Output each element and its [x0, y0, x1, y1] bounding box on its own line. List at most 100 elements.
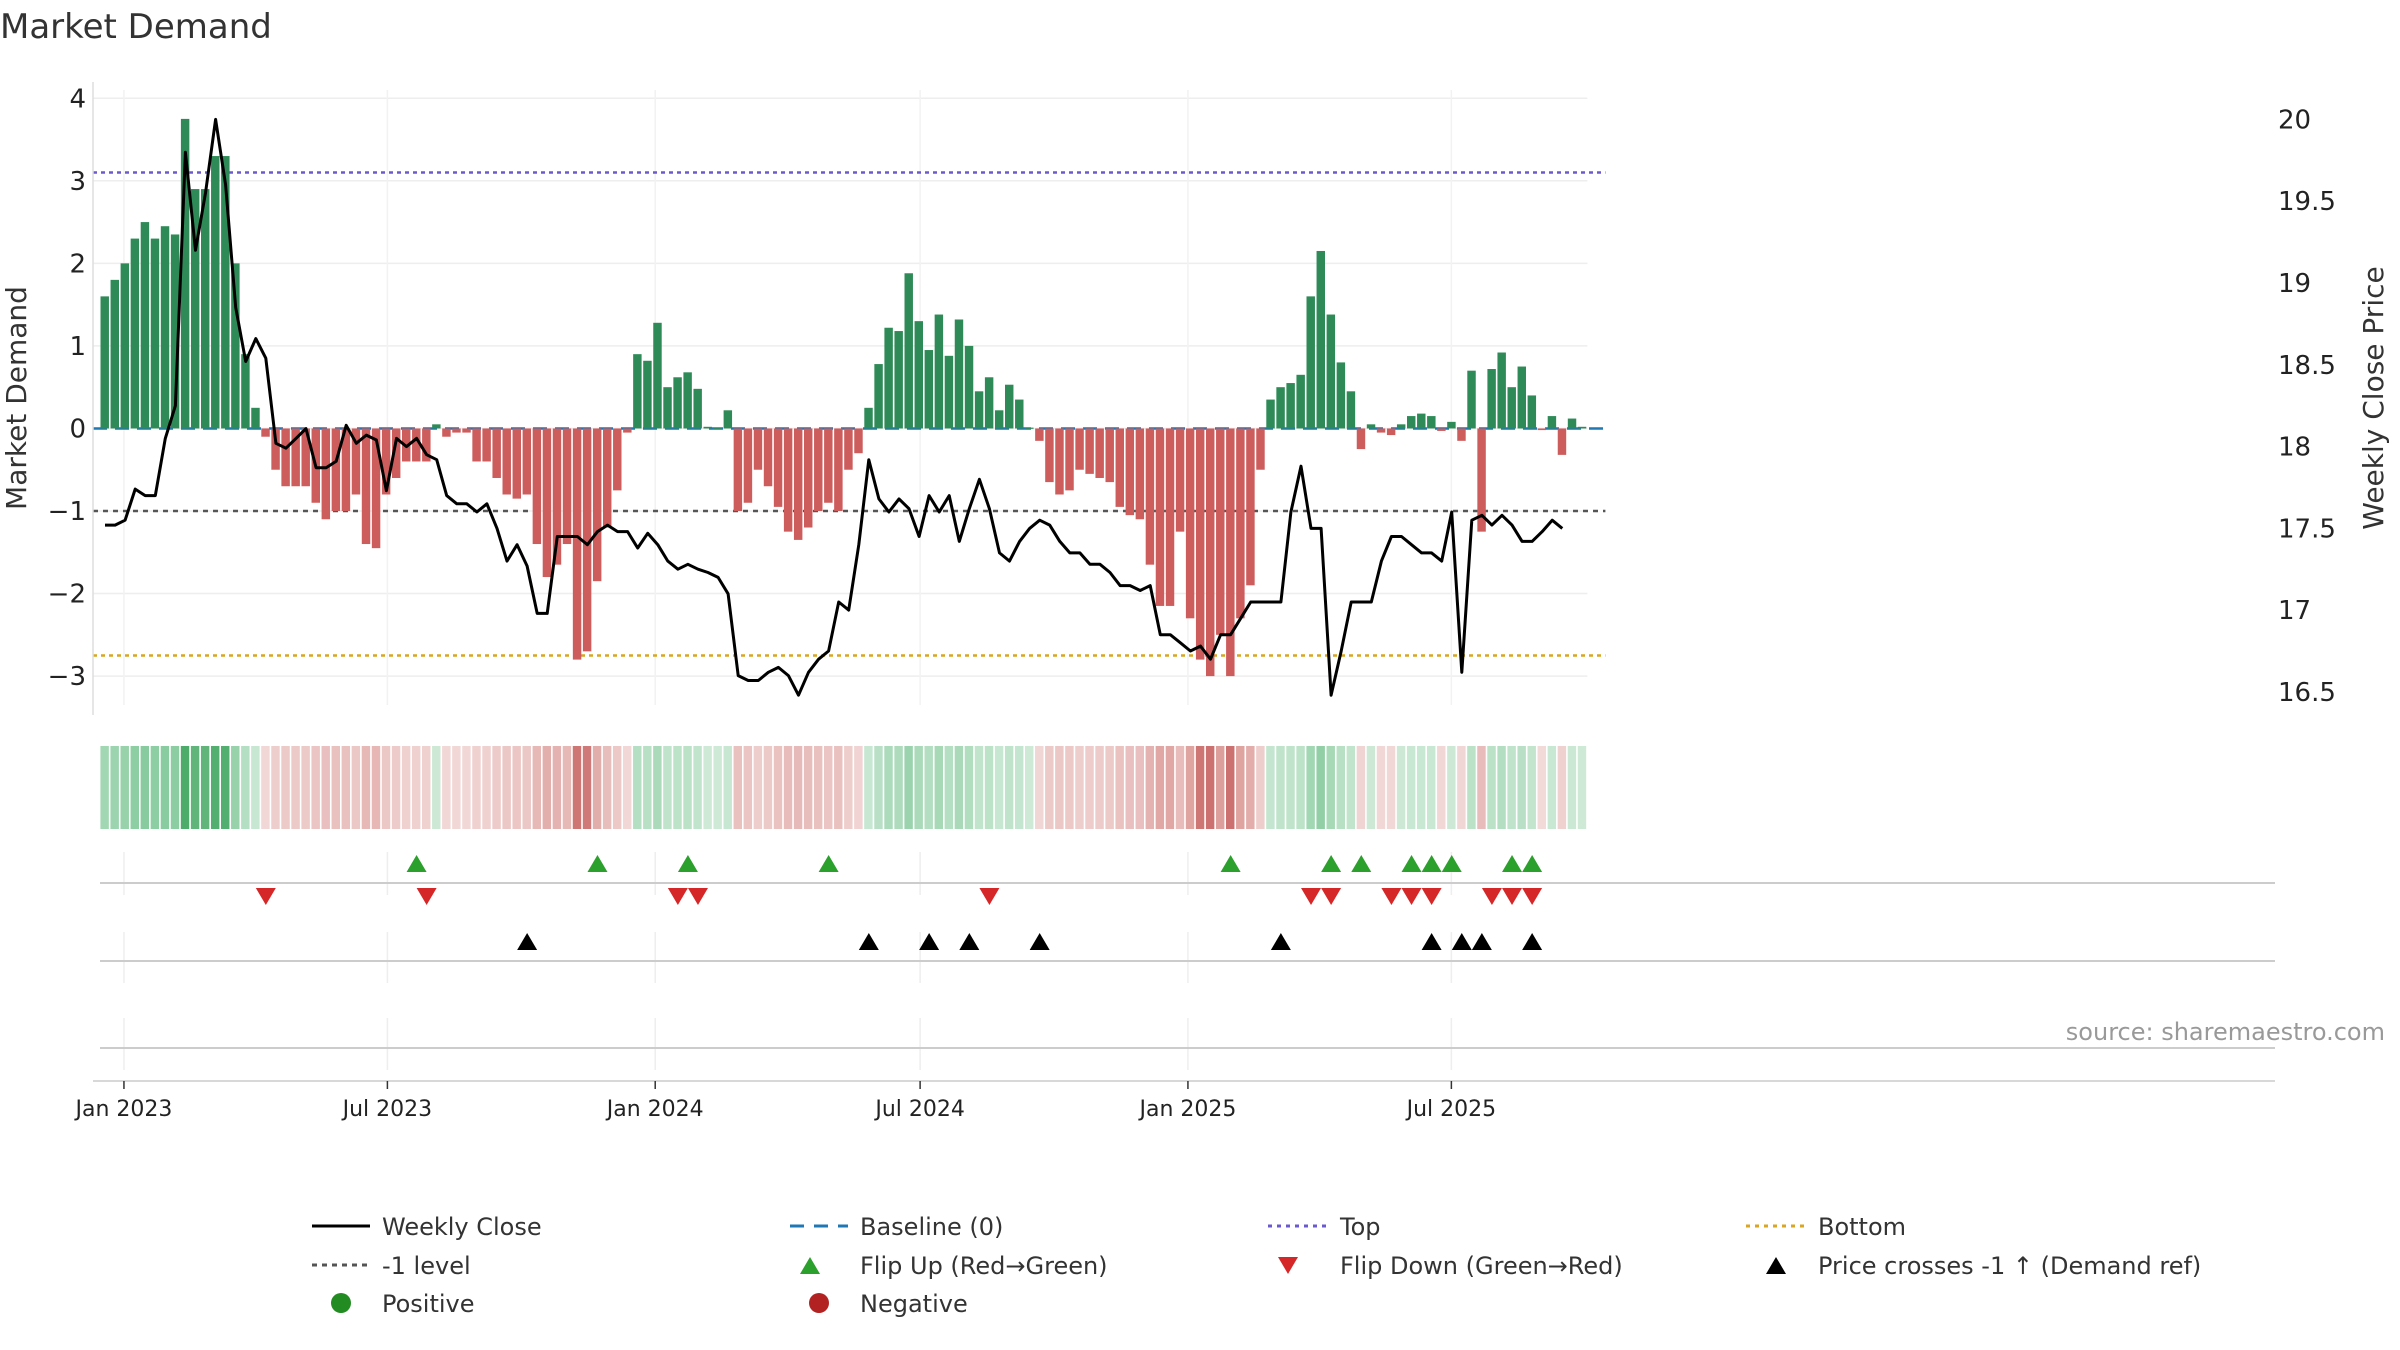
demand-bar-positive	[1577, 426, 1587, 429]
demand-bar-negative	[1055, 428, 1064, 495]
demand-bar-positive	[1487, 369, 1496, 429]
demand-bar-negative	[1075, 428, 1084, 470]
flip-down-marker	[1502, 888, 1523, 905]
demand-bar-positive	[140, 222, 150, 429]
heat-cell	[884, 746, 893, 829]
heat-cell	[241, 746, 250, 829]
heat-cell	[723, 746, 732, 829]
demand-bar-positive	[150, 238, 160, 429]
y-tick-label: 3	[69, 167, 86, 197]
heat-cell	[974, 746, 984, 829]
flip-down-marker	[1481, 888, 1502, 905]
left-y-ticks: −3 −2 −1 0 1 2 3 4	[48, 84, 86, 692]
heat-cell	[442, 746, 451, 829]
flip-down-marker	[979, 888, 1000, 905]
legend-ref-label: -1 level	[382, 1252, 471, 1280]
reference-lines	[93, 171, 1606, 657]
price-cross-marker	[1270, 933, 1291, 950]
gridlines	[93, 90, 1588, 705]
heat-cell	[683, 746, 692, 829]
heat-cell	[311, 746, 320, 829]
demand-bar-negative	[482, 428, 491, 462]
cross-markers	[517, 933, 1543, 950]
heat-cell	[1175, 746, 1185, 829]
heat-cell	[532, 746, 541, 829]
demand-bar-positive	[713, 427, 722, 429]
demand-bar-negative	[1125, 428, 1135, 516]
heat-cell	[391, 746, 401, 829]
heat-cell	[1226, 746, 1235, 829]
demand-bar-positive	[1427, 416, 1436, 429]
heat-cell	[200, 746, 210, 829]
demand-bar-negative	[1155, 428, 1165, 606]
demand-bar-negative	[1236, 428, 1245, 619]
heat-cell	[251, 746, 260, 829]
price-cross-marker	[1421, 933, 1442, 950]
y2-tick-label: 20	[2278, 105, 2311, 135]
heat-cell	[854, 746, 863, 829]
heat-cell	[361, 746, 371, 829]
heat-cell	[1326, 746, 1335, 829]
heat-cell	[1075, 746, 1084, 829]
heat-cell	[844, 746, 853, 829]
heat-cell	[1045, 746, 1054, 829]
demand-bar-negative	[733, 428, 743, 512]
demand-bar-negative	[1216, 428, 1225, 635]
heat-cell	[602, 746, 612, 829]
heat-cell	[572, 746, 582, 829]
demand-bar-negative	[281, 428, 290, 487]
demand-bar-negative	[321, 428, 331, 520]
heat-cell	[1527, 746, 1536, 829]
flip-down-marker	[1381, 888, 1402, 905]
heat-cell	[462, 746, 471, 829]
heat-cell	[1236, 746, 1245, 829]
demand-bar-positive	[1306, 296, 1315, 429]
demand-bar-negative	[753, 428, 763, 470]
y2-tick-label: 19.5	[2278, 187, 2336, 217]
price-cross-marker	[1471, 933, 1492, 950]
legend-flip-down-icon	[1278, 1257, 1298, 1274]
demand-bar-negative	[522, 428, 532, 495]
heat-cell	[994, 746, 1004, 829]
demand-bar-positive	[1497, 352, 1506, 429]
heat-cell	[170, 746, 180, 829]
demand-bar-positive	[924, 350, 934, 429]
heat-cell	[1467, 746, 1476, 829]
flip-down-marker	[1401, 888, 1422, 905]
flip-up-marker	[1502, 855, 1523, 872]
demand-bar-negative	[1065, 428, 1074, 491]
heat-cell	[351, 746, 361, 829]
demand-bar-positive	[1366, 424, 1376, 429]
price-cross-marker	[959, 933, 980, 950]
legend-flip-down-label: Flip Down (Green→Red)	[1340, 1252, 1623, 1280]
price-cross-marker	[919, 933, 940, 950]
heat-cell	[1567, 746, 1577, 829]
demand-bar-negative	[1105, 428, 1114, 483]
y-tick-label: −3	[48, 662, 86, 692]
demand-bar-positive	[653, 322, 662, 429]
demand-bar-positive	[944, 355, 954, 429]
demand-bar-positive	[241, 354, 250, 429]
y-tick-label: −2	[48, 580, 86, 610]
heat-cell	[1497, 746, 1506, 829]
heat-cell	[1336, 746, 1345, 829]
demand-bar-positive	[1015, 399, 1024, 429]
legend-positive: Positive	[331, 1290, 475, 1318]
flip-up-marker	[1401, 855, 1422, 872]
demand-bar-positive	[994, 410, 1004, 429]
heat-cell	[180, 746, 190, 829]
heat-cell	[984, 746, 994, 829]
heat-cell	[763, 746, 773, 829]
y-tick-label: 0	[69, 414, 86, 444]
demand-bar-positive	[180, 118, 190, 429]
demand-bar-negative	[462, 428, 471, 433]
demand-bar-negative	[442, 428, 451, 437]
demand-bar-negative	[804, 428, 813, 528]
heat-cell	[1376, 746, 1386, 829]
demand-bar-positive	[643, 360, 652, 429]
demand-bar-positive	[663, 387, 672, 429]
price-cross-marker	[1522, 933, 1543, 950]
demand-bar-positive	[432, 424, 441, 429]
y-tick-label: 4	[69, 84, 86, 114]
demand-bar-positive	[1467, 370, 1476, 429]
